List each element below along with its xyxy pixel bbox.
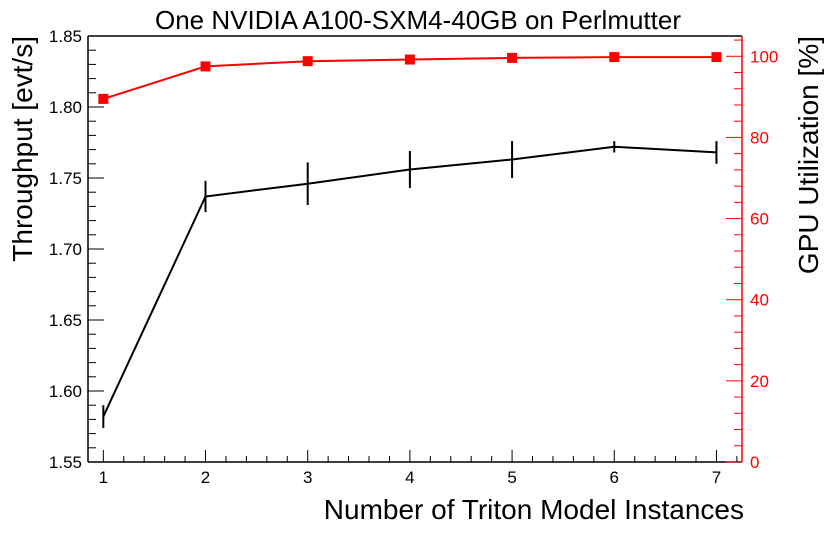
x-tick-label: 7 [712,468,721,487]
y-axis-label: Throughput [evt/s] [7,36,38,262]
y-tick-label: 1.85 [49,27,82,46]
y-tick-label: 1.55 [49,453,82,472]
y-tick-label: 1.65 [49,311,82,330]
x-tick-label: 1 [99,468,108,487]
y2-tick-label: 20 [750,372,769,391]
x-tick-label: 2 [201,468,210,487]
gpu-util-marker [507,52,518,63]
x-axis-label: Number of Triton Model Instances [324,494,744,525]
gpu-util-marker [609,52,620,63]
chart-title: One NVIDIA A100-SXM4-40GB on Perlmutter [155,5,681,35]
x-tick-label: 4 [405,468,414,487]
x-tick-label: 5 [507,468,516,487]
y2-tick-label: 0 [750,453,759,472]
x-tick-label: 3 [303,468,312,487]
y2-tick-label: 80 [750,128,769,147]
y-tick-label: 1.70 [49,240,82,259]
series-layer [98,52,722,428]
y2-tick-label: 40 [750,291,769,310]
y-tick-label: 1.60 [49,382,82,401]
gpu-util-marker [98,93,109,104]
gpu-util-marker [302,56,313,67]
y-tick-label: 1.80 [49,98,82,117]
gpu-util-marker [711,52,722,63]
x-tick-label: 6 [610,468,619,487]
axes-layer: 1.55 1.60 1.65 1.70 1.75 1.80 1.85 0 20 40 60 80 100… [49,27,778,487]
y-tick-label: 1.75 [49,169,82,188]
gpu-util-marker [200,61,211,72]
y2-tick-label: 100 [750,47,778,66]
y2-axis-label: GPU Utilization [%] [793,36,824,274]
y2-tick-label: 60 [750,210,769,229]
gpu-util-marker [404,54,415,65]
